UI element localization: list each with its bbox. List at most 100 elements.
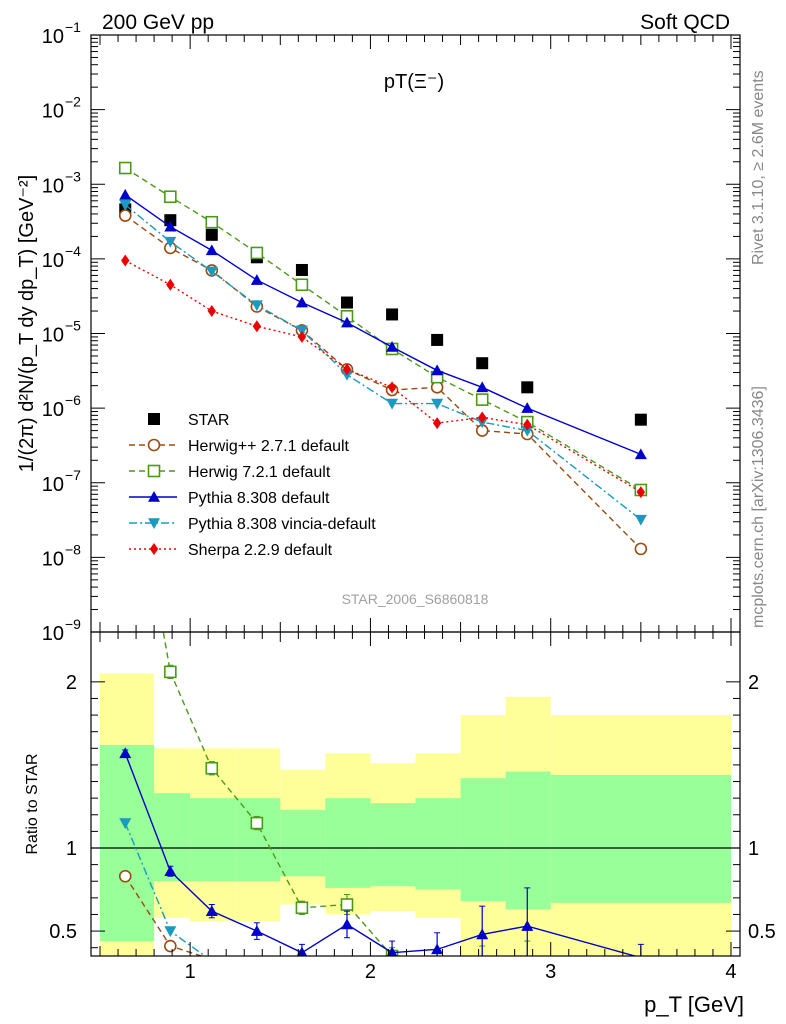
main-y-tick-label: 10: [42, 325, 64, 347]
legend-marker: [148, 413, 160, 425]
main-y-tick-label: 10: [42, 623, 64, 645]
data-point: [295, 263, 308, 276]
main-y-tick-label: 10: [42, 474, 64, 496]
data-point: [431, 333, 444, 346]
ratio-y-tick-label-right: 1: [748, 838, 759, 860]
ratio-point: [119, 818, 132, 830]
data-point: [634, 542, 648, 556]
legend-marker: [149, 543, 159, 555]
ratio-point: [250, 925, 263, 936]
data-point: [386, 398, 399, 410]
ratio-point: [431, 943, 444, 955]
main-y-tick-label: 10: [42, 26, 64, 48]
legend-label: STAR: [188, 412, 229, 429]
data-point: [386, 340, 399, 352]
data-point: [340, 316, 353, 328]
data-point: [297, 330, 307, 343]
band-inner: [505, 771, 551, 910]
data-point: [207, 305, 216, 318]
main-y-tick-exponent: −5: [65, 318, 81, 334]
ratio-point: [118, 869, 132, 883]
legend-item-herwig-2-7-1-default: Herwig++ 2.7.1 default: [129, 438, 350, 455]
ratio-point: [295, 901, 309, 915]
data-point: [432, 417, 442, 430]
legend-item-pythia-8-308-vincia-default: Pythia 8.308 vincia-default: [129, 516, 376, 533]
series-sherpa-2-2-9-default: [121, 254, 646, 499]
main-y-tick-exponent: −9: [65, 616, 81, 632]
main-y-tick-exponent: −3: [65, 168, 81, 184]
ratio-point: [119, 747, 132, 759]
data-point: [166, 278, 175, 291]
data-point: [431, 398, 444, 410]
ratio-point: [164, 665, 177, 679]
legend-item-star: STAR: [148, 412, 229, 429]
data-point: [250, 300, 263, 312]
data-point: [430, 381, 444, 394]
legend-item-herwig-7-2-1-default: Herwig 7.2.1 default: [129, 464, 331, 481]
x-tick-label: 1: [185, 961, 196, 983]
ratio-series-pythia-8-308-vincia-default: [119, 818, 207, 956]
ratio-x-axis: 1 2 3 4: [99, 632, 737, 983]
x-tick-label: 3: [545, 961, 556, 983]
ratio-point: [205, 905, 218, 916]
series-pythia-8-308-default: [119, 188, 647, 460]
data-point: [118, 161, 132, 175]
data-point: [340, 296, 353, 309]
ratio-y-tick-label: 0.5: [49, 921, 77, 943]
main-y-tick-exponent: −1: [65, 19, 81, 35]
band-inner: [100, 744, 155, 942]
x-tick-label: 4: [725, 961, 736, 983]
main-y-tick-exponent: −4: [65, 243, 81, 259]
legend-marker: [148, 518, 160, 529]
ratio-point: [386, 946, 398, 956]
ratio-y-axis-label: Ratio to STAR: [24, 753, 41, 854]
data-point: [295, 278, 309, 292]
series-line-pythia-8-308-vincia-default: [124, 204, 642, 521]
watermark: STAR_2006_S6860818: [342, 591, 489, 607]
ratio-y-tick-label: 1: [66, 838, 77, 860]
ratio-line: [124, 875, 204, 956]
ratio-point: [476, 928, 489, 940]
ratio-point: [164, 865, 177, 877]
ratio-frame: [90, 631, 741, 957]
band-inner: [325, 798, 371, 888]
header-left: 200 GeV pp: [102, 11, 214, 34]
legend-label: Pythia 8.308 vincia-default: [188, 516, 376, 533]
legend-marker: [147, 464, 161, 478]
legend: STAR Herwig++ 2.7.1 default Herwig 7.2.1 d…: [129, 412, 376, 559]
series-line-sherpa-2-2-9-default: [124, 259, 642, 493]
main-y-tick-exponent: −7: [65, 467, 81, 483]
band-inner: [370, 803, 416, 887]
data-point: [431, 364, 444, 376]
ratio-point: [205, 761, 219, 775]
data-point: [523, 418, 532, 431]
uncertainty-bands: [100, 673, 731, 956]
data-point: [164, 190, 177, 204]
ratio-point: [340, 918, 353, 930]
series-pythia-8-308-vincia-default: [119, 200, 647, 526]
data-point: [476, 381, 489, 393]
ratio-point: [340, 898, 354, 911]
main-y-tick-exponent: −2: [65, 94, 81, 110]
legend-marker: [147, 438, 161, 452]
data-point: [118, 209, 132, 222]
data-point: [205, 228, 218, 241]
data-point: [521, 402, 534, 413]
main-y-tick-label: 10: [42, 101, 64, 123]
main-y-tick-label: 10: [42, 175, 64, 197]
data-point: [119, 188, 132, 200]
data-point: [205, 215, 219, 229]
side-label-bottom: mcplots.cern.ch [arXiv:1306.3436]: [750, 386, 767, 628]
ratio-y-tick-label: 2: [66, 672, 77, 694]
data-point: [250, 274, 263, 285]
data-point: [476, 357, 489, 370]
data-point: [478, 411, 487, 424]
data-point: [634, 448, 647, 460]
x-tick-label: 2: [365, 961, 376, 983]
main-y-axis-label: 1/(2π) d²N/(p_T dy dp_T) [GeV⁻²]: [16, 175, 38, 472]
ratio-point: [296, 946, 308, 956]
ratio-point: [250, 816, 264, 830]
band-inner: [235, 798, 281, 882]
x-axis-label: p_T [GeV]: [644, 992, 744, 1017]
